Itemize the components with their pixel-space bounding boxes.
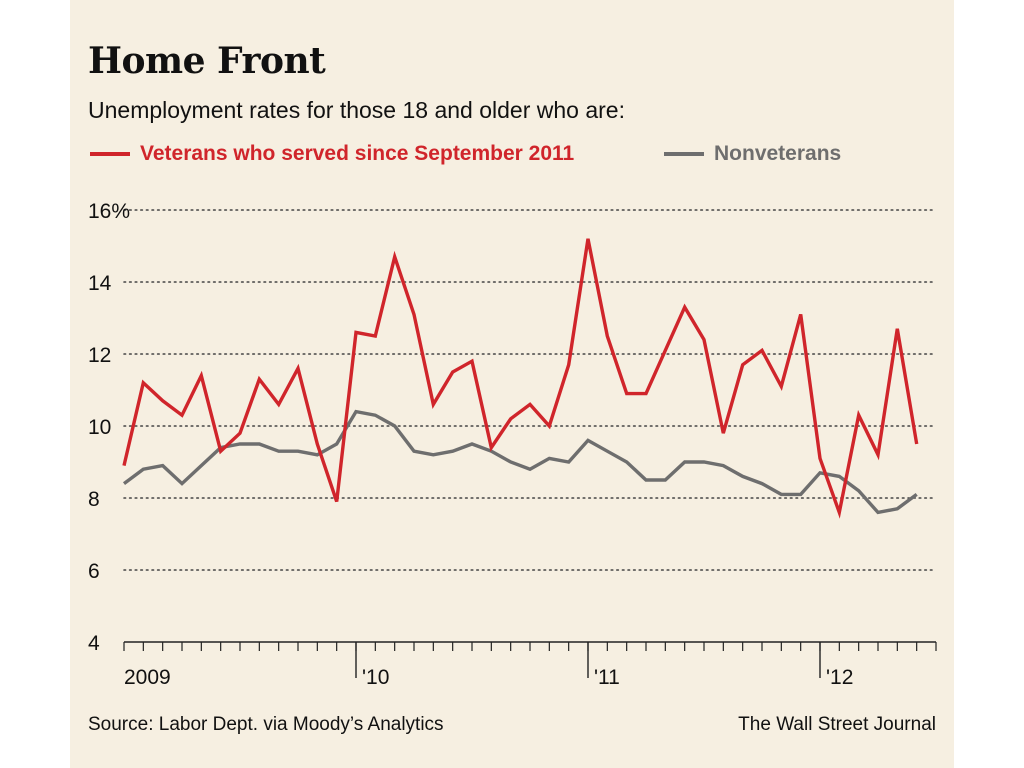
publisher-credit: The Wall Street Journal [738, 714, 936, 735]
y-tick-label-14: 14 [88, 272, 112, 295]
x-tick-label-10: '10 [362, 666, 389, 689]
x-tick-label-2009: 2009 [124, 666, 171, 689]
source-note: Source: Labor Dept. via Moody’s Analytic… [88, 714, 444, 735]
legend-label-nonveterans: Nonveterans [714, 142, 842, 165]
series-line-nonveterans [122, 409, 918, 515]
y-tick-label-6: 6 [88, 560, 100, 583]
y-tick-label-16: 16% [88, 200, 130, 223]
legend-swatch-veterans [90, 152, 130, 156]
series-line-veterans [122, 238, 919, 519]
y-tick-label-10: 10 [88, 416, 111, 439]
chart-subtitle: Unemployment rates for those 18 and olde… [88, 97, 625, 123]
chart-panel [70, 0, 954, 768]
legend-item-nonveterans: Nonveterans [664, 142, 841, 166]
y-tick-label-8: 8 [88, 488, 100, 511]
x-tick-label-11: '11 [594, 666, 620, 689]
chart-title: Home Front [88, 40, 326, 82]
legend-label-veterans: Veterans who served since September 2011 [140, 142, 575, 165]
x-tick-label-12: '12 [826, 666, 853, 689]
y-tick-label-12: 12 [88, 344, 111, 367]
y-tick-label-4: 4 [88, 632, 100, 655]
legend-swatch-nonveterans [664, 152, 704, 156]
legend-item-veterans: Veterans who served since September 2011 [90, 142, 574, 166]
